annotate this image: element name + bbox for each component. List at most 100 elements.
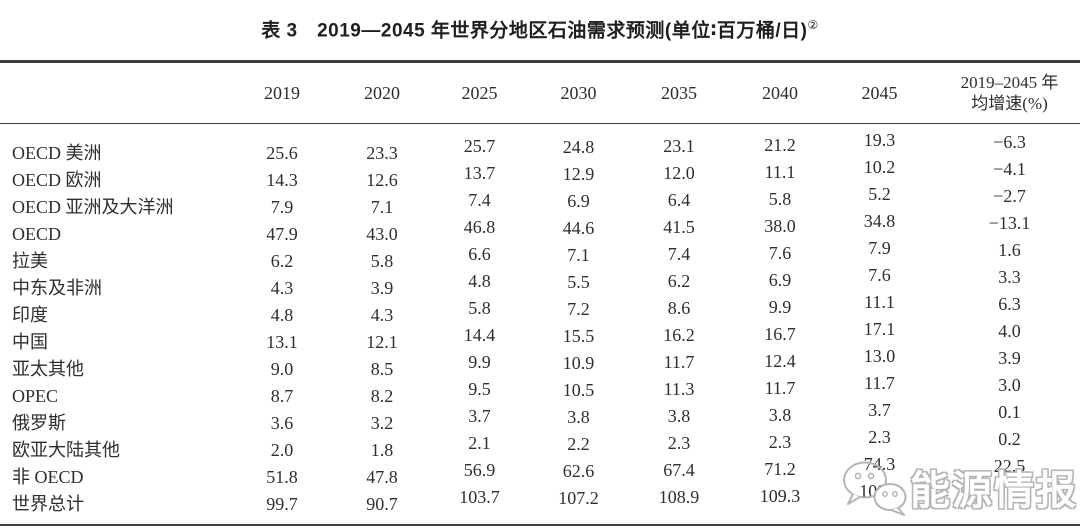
value-cell: 14.4 (463, 325, 496, 346)
value-cell: 9.9 (768, 297, 792, 318)
value-cell: 10.9 (562, 353, 595, 374)
year-column-header: 2030 (527, 61, 630, 125)
value-cell: 5.5 (567, 272, 590, 293)
oil-demand-table: 2019 2020 2025 2030 2035 2040 2045 2019–2045 年均… (0, 60, 1080, 527)
value-cell: 38.0 (764, 216, 796, 237)
value-cell: 7.9 (270, 197, 294, 218)
table-row: OECD 47.9 43.0 46.8 44.6 41.5 38.0 34.8 −13.1 (0, 211, 1080, 248)
value-cell: 2.3 (667, 433, 691, 454)
year-column-header: 2025 (432, 61, 527, 125)
value-cell: 2.0 (270, 440, 294, 461)
table-title-text: 表 3 2019—2045 年世界分地区石油需求预测(单位∶百万桶/日) (261, 20, 808, 42)
table-title: 表 3 2019—2045 年世界分地区石油需求预测(单位∶百万桶/日)② (0, 0, 1080, 44)
value-cell: 4.3 (270, 278, 294, 299)
value-cell: 5.8 (370, 251, 394, 272)
value-cell: 6.6 (468, 244, 491, 265)
value-cell: 7.1 (370, 197, 394, 218)
value-cell: 12.6 (366, 170, 398, 191)
value-cell: 4.8 (270, 305, 294, 326)
value-cell: −4.1 (993, 159, 1026, 180)
value-cell: 34.8 (863, 211, 896, 232)
value-cell: 3.8 (667, 406, 691, 427)
table-row: 世界总计 99.7 90.7 103.7 107.2 108.9 109.3 109.1 (0, 481, 1080, 525)
value-cell: 43.0 (366, 224, 398, 245)
table-row: 亚太其他 9.0 8.5 9.9 10.9 11.7 12.4 13.0 3.9 (0, 346, 1080, 383)
value-cell: 3.9 (998, 348, 1021, 369)
value-cell: 25.7 (463, 136, 496, 157)
table-row: OECD 美洲 25.6 23.3 25.7 24.8 23.1 21.2 19.3 −6.3 (0, 124, 1080, 168)
value-cell: 13.7 (463, 163, 496, 184)
value-cell: 7.4 (468, 190, 491, 211)
year-column-header: 2019 (232, 61, 332, 125)
table-header: 2019 2020 2025 2030 2035 2040 2045 2019–2045 年均… (0, 61, 1080, 125)
table-row: 非 OECD 51.8 47.8 56.9 62.6 67.4 71.2 74.3 22.5 (0, 454, 1080, 491)
value-cell: 107.2 (558, 488, 599, 509)
value-cell: 23.1 (663, 136, 695, 157)
value-cell: 9.9 (468, 352, 491, 373)
table-row: 俄罗斯 3.6 3.2 3.7 3.8 3.8 3.8 3.7 0.1 (0, 400, 1080, 437)
value-cell: 6.2 (667, 271, 691, 292)
value-cell: 2.2 (567, 434, 590, 455)
value-cell: 17.1 (863, 319, 896, 340)
value-cell: 41.5 (663, 217, 695, 238)
year-column-header: 2035 (630, 61, 728, 125)
value-cell: 47.9 (266, 224, 298, 245)
value-cell: 24.8 (562, 137, 595, 158)
value-cell: 109.3 (759, 486, 801, 507)
value-cell: 12.0 (663, 163, 695, 184)
value-cell: 11.3 (663, 379, 695, 400)
table-row: 中东及非洲 4.3 3.9 4.8 5.5 6.2 6.9 7.6 3.3 (0, 265, 1080, 302)
value-cell: 3.8 (768, 405, 792, 426)
table-row: OPEC 8.7 8.2 9.5 10.5 11.3 11.7 11.7 3.0 (0, 373, 1080, 410)
value-cell: 3.8 (567, 407, 590, 428)
value-cell: 14.3 (266, 170, 298, 191)
value-cell: 74.3 (863, 454, 896, 475)
value-cell: −6.3 (993, 132, 1026, 153)
value-cell: 4.3 (370, 305, 394, 326)
year-column-header: 2020 (332, 61, 432, 125)
value-cell: 7.9 (868, 238, 891, 259)
value-cell: 5.8 (468, 298, 491, 319)
table-row: 中国 13.1 12.1 14.4 15.5 16.2 16.7 17.1 4.0 (0, 319, 1080, 356)
value-cell: 46.8 (463, 217, 496, 238)
value-cell: 3.2 (370, 413, 394, 434)
value-cell: 11.1 (764, 162, 796, 183)
value-cell: 4.8 (468, 271, 491, 292)
region-label: 拉美 (12, 251, 48, 272)
value-cell: 9.0 (270, 359, 294, 380)
value-cell: 6.9 (768, 270, 792, 291)
value-cell: 13.0 (863, 346, 896, 367)
value-cell: 47.8 (366, 467, 398, 488)
value-cell: 13.1 (266, 332, 298, 353)
value-cell: 7.4 (667, 244, 691, 265)
value-cell: 1.6 (998, 240, 1021, 261)
value-cell: 7.1 (567, 245, 590, 266)
growth-column-header: 2019–2045 年均增速(%) (927, 61, 1080, 125)
value-cell: 25.6 (266, 143, 298, 164)
value-cell: 23.3 (366, 143, 398, 164)
value-cell: 7.6 (768, 243, 792, 264)
region-label: 中东及非洲 (12, 278, 102, 299)
value-cell: 11.7 (663, 352, 695, 373)
value-cell: 10.2 (863, 157, 896, 178)
value-cell: 0.1 (998, 402, 1021, 423)
value-cell: 2.3 (768, 432, 792, 453)
value-cell (927, 480, 1080, 514)
value-cell: 19.3 (863, 130, 896, 151)
value-cell: 3.9 (370, 278, 394, 299)
value-cell: 3.0 (998, 375, 1021, 396)
region-label: 世界总计 (12, 494, 84, 515)
value-cell: 1.8 (370, 440, 394, 461)
value-cell: 16.7 (764, 324, 796, 345)
value-cell: 8.5 (370, 359, 394, 380)
value-cell: 6.3 (998, 294, 1021, 315)
table-row: 拉美 6.2 5.8 6.6 7.1 7.4 7.6 7.9 1.6 (0, 238, 1080, 275)
value-cell: 67.4 (663, 460, 695, 481)
value-cell: 99.7 (266, 494, 298, 515)
value-cell: 4.0 (998, 321, 1021, 342)
value-cell: 2.3 (868, 427, 891, 448)
value-cell: 90.7 (366, 494, 398, 515)
table-row: 欧亚大陆其他 2.0 1.8 2.1 2.2 2.3 2.3 2.3 0.2 (0, 427, 1080, 464)
value-cell: 8.6 (667, 298, 691, 319)
